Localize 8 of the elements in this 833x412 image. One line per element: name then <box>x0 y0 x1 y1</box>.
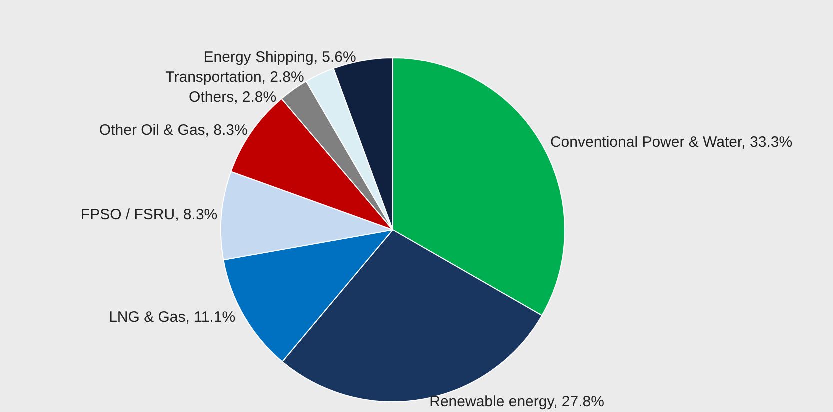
slice-label: Other Oil & Gas, 8.3% <box>99 122 248 139</box>
slice-label: Others, 2.8% <box>189 89 277 106</box>
slice-label: Renewable energy, 27.8% <box>430 394 604 410</box>
slice-label: FPSO / FSRU, 8.3% <box>80 206 218 224</box>
slice-label: Energy Shipping, 5.6% <box>204 49 356 66</box>
slice-label: LNG & Gas, 11.1% <box>109 309 236 326</box>
slice-label: Conventional Power & Water, 33.3% <box>550 134 793 151</box>
slice-label: Transportation, 2.8% <box>166 69 304 86</box>
